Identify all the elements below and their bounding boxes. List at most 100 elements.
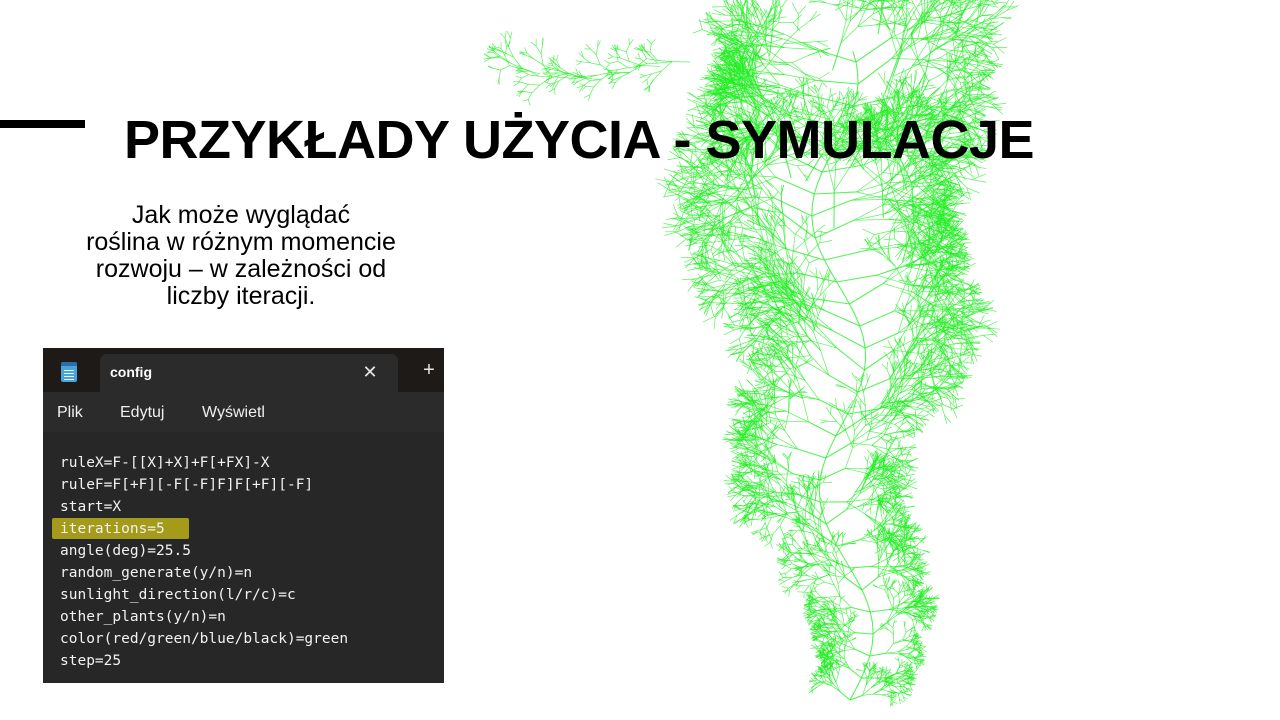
plant-branch <box>831 544 837 554</box>
plant-branch <box>807 604 812 608</box>
plant-branch <box>952 408 958 419</box>
plant-branch <box>871 445 886 454</box>
plant-branch <box>908 674 912 679</box>
plant-branch <box>769 542 773 549</box>
plant-branch <box>928 586 933 592</box>
plant-branch <box>848 406 857 409</box>
plant-branch <box>823 632 832 636</box>
plant-branch <box>810 624 815 629</box>
plant-branch <box>830 630 842 632</box>
plant-branch <box>920 620 928 625</box>
plant-branch <box>825 668 829 673</box>
plant-branch <box>845 608 848 614</box>
plant-branch <box>792 553 801 562</box>
plant-branch <box>816 541 818 547</box>
plant-branch <box>825 680 834 685</box>
plant-branch <box>840 661 850 669</box>
plant-branch <box>887 577 891 583</box>
plant-branch <box>821 618 826 624</box>
plant-branch <box>811 607 818 612</box>
plant-branch <box>910 573 915 581</box>
plant-branch <box>812 499 816 515</box>
plant-branch <box>754 397 772 402</box>
plant-branch <box>831 632 842 639</box>
plant-branch <box>914 655 921 659</box>
plant-branch <box>838 532 844 537</box>
plant-branch <box>795 233 805 241</box>
plant-branch <box>806 594 813 599</box>
plant-branch <box>885 643 894 654</box>
plant-branch <box>772 473 793 475</box>
plant-branch <box>837 583 841 597</box>
plant-branch <box>914 640 919 643</box>
plant-branch <box>850 442 873 446</box>
plant-branch <box>819 467 846 481</box>
plant-branch <box>778 571 784 578</box>
plant-branch <box>929 617 933 624</box>
plant-branch <box>931 609 937 613</box>
plant-branch <box>783 336 795 342</box>
plant-branch <box>828 646 835 654</box>
plant-branch <box>785 568 792 574</box>
plant-branch <box>813 680 819 684</box>
plant-branch <box>753 461 756 472</box>
plant-branch <box>829 435 837 448</box>
plant-branch <box>820 659 825 665</box>
plant-branch <box>812 331 821 351</box>
plant-branch <box>835 536 839 545</box>
plant-branch <box>832 565 846 578</box>
plant-branch <box>891 696 894 703</box>
plant-branch <box>863 671 868 678</box>
plant-branch <box>869 644 873 657</box>
plant-branch <box>834 565 837 575</box>
plant-branch <box>849 608 852 614</box>
plant-branch <box>819 644 823 650</box>
plant-branch <box>904 675 911 678</box>
plant-branch <box>912 670 916 675</box>
plant-branch <box>828 574 846 578</box>
plant-branch <box>820 350 830 376</box>
plant-branch <box>791 518 800 520</box>
plant-branch <box>893 416 904 420</box>
plant-branch <box>872 667 875 672</box>
plant-branch <box>791 353 794 366</box>
plant-branch <box>803 613 810 617</box>
plant-branch <box>829 406 832 414</box>
plant-branch <box>890 678 895 682</box>
plant-branch <box>830 620 834 628</box>
plant-branch <box>897 496 905 502</box>
plant-branch <box>829 652 836 657</box>
plant-branch <box>813 541 817 548</box>
plant-branch <box>900 590 907 593</box>
plant-branch <box>838 564 846 578</box>
plant-branch <box>825 407 831 415</box>
plant-branch <box>920 592 927 599</box>
plant-branch <box>806 578 817 581</box>
plant-branch <box>851 606 871 613</box>
plant-branch <box>805 542 812 546</box>
plant-branch <box>905 492 913 496</box>
plant-branch <box>794 581 800 586</box>
plant-branch <box>890 464 892 476</box>
plant-branch <box>770 238 773 250</box>
plant-branch <box>846 613 850 620</box>
plant-branch <box>897 656 900 661</box>
plant-branch <box>871 444 888 450</box>
plant-branch <box>790 529 792 536</box>
plant-branch <box>866 600 871 613</box>
plant-branch <box>779 486 782 495</box>
plant-branch <box>873 693 882 696</box>
plant-branch <box>807 613 813 618</box>
plant-branch <box>773 301 797 303</box>
plant-branch <box>791 530 797 537</box>
plant-branch <box>929 617 935 622</box>
plant-branch <box>824 609 831 612</box>
plant-branch <box>920 594 927 599</box>
plant-branch <box>925 584 928 590</box>
plant-branch <box>826 634 829 639</box>
plant-branch <box>898 676 906 682</box>
plant-branch <box>810 355 830 376</box>
plant-branch <box>887 677 896 680</box>
plant-branch <box>819 651 827 655</box>
plant-branch <box>785 420 809 423</box>
